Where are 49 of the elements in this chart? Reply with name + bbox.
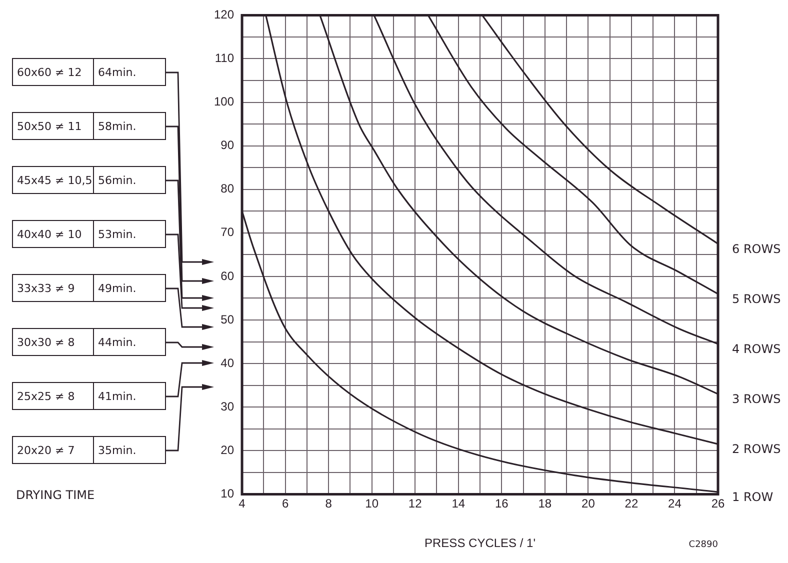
text: 44min. [97, 334, 136, 350]
x-tick-label: 6 [282, 496, 289, 511]
text: 41min. [97, 388, 136, 404]
text: 45x45 ≠ 10,5 [13, 167, 94, 193]
text: 40x40 ≠ 10 [13, 221, 94, 247]
y-tick-label: 90 [220, 138, 234, 152]
text: 25x25 ≠ 8 [13, 383, 94, 409]
series-label: 2 ROWS [732, 442, 781, 456]
text: 58min. [97, 118, 136, 134]
y-tick-label: 20 [220, 442, 234, 457]
y-tick-label: 80 [220, 182, 234, 196]
x-tick-label: 24 [668, 496, 682, 511]
series-label: 1 ROW [732, 490, 774, 504]
text: 64min. [97, 64, 136, 80]
series-label: 3 ROWS [732, 392, 781, 406]
x-axis-title: PRESS CYCLES / 1' [424, 536, 536, 550]
text: 33x33 ≠ 9 [13, 275, 94, 301]
y-tick-label: 30 [220, 399, 234, 414]
series-label: 5 ROWS [732, 292, 781, 306]
y-tick-label: 70 [220, 225, 234, 240]
y-tick-label: 60 [220, 268, 234, 283]
text: 60x60 ≠ 12 [13, 59, 94, 85]
text: 50x50 ≠ 11 [13, 113, 94, 139]
y-tick-label: 110 [214, 51, 234, 66]
x-tick-label: 26 [711, 496, 725, 511]
x-tick-label: 10 [365, 496, 379, 511]
y-tick-label: 120 [214, 8, 234, 22]
x-tick-label: 4 [238, 496, 246, 511]
text: 56min. [97, 172, 136, 188]
text: 20x20 ≠ 7 [13, 437, 94, 463]
text: 30x30 ≠ 8 [13, 329, 94, 355]
x-tick-label: 18 [538, 496, 552, 511]
y-tick-label: 100 [214, 94, 234, 109]
y-tick-label: 40 [220, 356, 234, 370]
text: 49min. [97, 280, 136, 296]
text: 35min. [97, 442, 136, 458]
text: 53min. [97, 226, 136, 242]
x-tick-label: 22 [624, 496, 638, 511]
text: C2890 [688, 540, 718, 550]
x-tick-label: 12 [408, 496, 422, 511]
y-tick-label: 10 [220, 486, 234, 501]
series-label: 4 ROWS [732, 342, 781, 356]
y-tick-label: 50 [220, 312, 234, 326]
x-tick-label: 14 [452, 496, 466, 511]
x-tick-label: 20 [582, 496, 596, 511]
series-label: 6 ROWS [732, 242, 781, 256]
x-tick-label: 16 [494, 496, 509, 511]
text: DRYING TIME [16, 488, 95, 502]
x-tick-label: 8 [325, 496, 332, 511]
